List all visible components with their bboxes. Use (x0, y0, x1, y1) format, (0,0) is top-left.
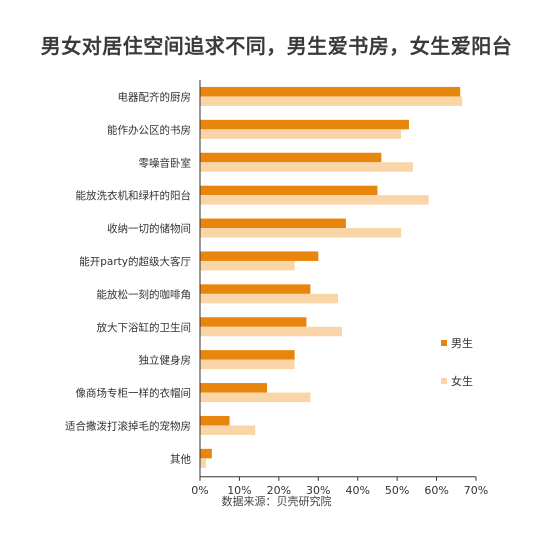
bar-female (200, 260, 295, 271)
bars (200, 86, 463, 468)
category-label: 收纳一切的储物间 (107, 222, 191, 235)
category-label: 适合撒泼打滚掉毛的宠物房 (65, 419, 191, 432)
legend-label: 男生 (451, 336, 473, 350)
bar-female (200, 228, 402, 238)
category-label: 能放洗衣机和绿杆的阳台 (76, 189, 192, 202)
x-tick-label: 60% (424, 484, 448, 497)
bar-male (200, 448, 212, 459)
x-tick-label: 0% (191, 484, 208, 497)
bar-male (200, 152, 382, 163)
category-label: 电器配齐的厨房 (118, 90, 192, 103)
bar-female (200, 195, 429, 205)
bar-male (200, 185, 378, 196)
bar-female (200, 162, 413, 172)
bar-male (200, 119, 409, 130)
x-tick-label: 10% (227, 484, 251, 497)
x-tick-label: 70% (464, 484, 488, 497)
bar-female (200, 425, 256, 435)
x-tick-label: 50% (385, 484, 409, 497)
legend-swatch (441, 340, 447, 346)
category-label: 零噪音卧室 (139, 156, 192, 169)
bar-male (200, 218, 346, 229)
category-label: 像商场专柜一样的衣帽间 (76, 387, 192, 400)
bar-female (200, 293, 338, 304)
bar-female (200, 96, 463, 106)
bar-male (200, 251, 319, 261)
x-tick-label: 20% (267, 484, 291, 497)
bar-male (200, 350, 295, 360)
source-note: 数据来源：贝壳研究院 (221, 495, 332, 508)
category-label: 能放松一刻的咖啡角 (97, 288, 192, 301)
bar-female (200, 458, 206, 468)
x-tick-label: 30% (306, 484, 330, 497)
bar-female (200, 326, 342, 337)
x-axis: 0% 10% 20% 30% 40% 50% 60% 70% (191, 80, 488, 497)
chart-title: 男女对居住空间追求不同，男生爱书房，女生爱阳台 (40, 34, 513, 58)
category-labels: 电器配齐的厨房能作办公区的书房零噪音卧室能放洗衣机和绿杆的阳台收纳一切的储物间能… (65, 90, 191, 465)
bar-female (200, 359, 295, 370)
bar-male (200, 383, 268, 393)
bar-male (200, 284, 311, 294)
bar-male (200, 317, 307, 327)
x-tick-label: 40% (345, 484, 369, 497)
bar-male (200, 86, 461, 97)
category-label: 其他 (170, 452, 191, 465)
bar-male (200, 415, 230, 426)
bar-female (200, 392, 311, 403)
category-label: 能开party的超级大客厅 (79, 255, 191, 268)
legend-swatch (441, 378, 447, 384)
category-label: 能作办公区的书房 (107, 123, 191, 136)
category-label: 独立健身房 (139, 354, 192, 367)
legend-label: 女生 (451, 374, 473, 388)
bar-female (200, 129, 402, 139)
category-label: 放大下浴缸的卫生间 (97, 321, 192, 334)
